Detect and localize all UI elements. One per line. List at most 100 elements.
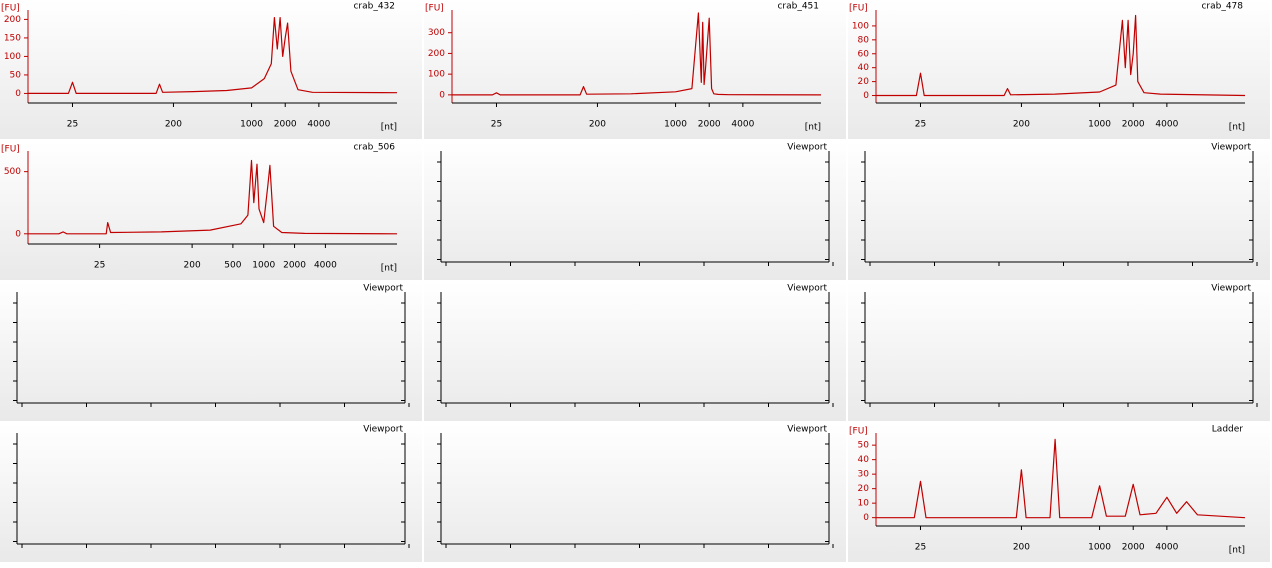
y-axis-label: [FU] [1, 145, 20, 155]
y-tick-label: 20 [858, 77, 870, 87]
panel: crab_506 [FU] [nt] 0 500 25 200 500 1000 2000 4000 [0, 141, 422, 280]
x-tick-label: 4000 [1155, 120, 1178, 130]
panel: Ladder [FU] [nt] 0 10 20 30 40 50 25 200 1000 2000 40… [848, 423, 1270, 562]
y-axis-label: [FU] [1, 4, 20, 14]
y-tick-label: 0 [15, 89, 21, 99]
x-tick-label: 200 [1013, 120, 1030, 130]
y-tick-label: 0 [439, 90, 445, 100]
y-tick-label: 100 [4, 52, 21, 62]
title: Viewport [363, 425, 403, 435]
y-tick-label: 100 [428, 70, 445, 80]
panel-background [0, 0, 422, 139]
y-tick-label: 80 [858, 35, 870, 45]
x-tick-label: 200 [184, 261, 201, 271]
x-axis-label: [nt] [381, 264, 397, 274]
x-tick-label: 25 [94, 261, 105, 271]
x-tick-label: 25 [915, 120, 926, 130]
panel-background [424, 423, 846, 562]
title: crab_478 [1201, 2, 1243, 12]
y-tick-label: 0 [863, 91, 869, 101]
title: Viewport [787, 143, 827, 153]
y-tick-label: 0 [15, 229, 21, 239]
panel: crab_432 [FU] [nt] 0 50 100 150 200 25 200 1000 200… [0, 0, 422, 139]
x-tick-label: 25 [67, 120, 78, 130]
panel: Viewport [848, 282, 1270, 421]
x-tick-label: 25 [491, 120, 502, 130]
panel-background [848, 423, 1270, 562]
panel-background [424, 0, 846, 139]
title: Viewport [1211, 284, 1251, 294]
x-tick-label: 1000 [252, 261, 275, 271]
x-tick-label: 2000 [1122, 120, 1145, 130]
y-axis-label: [FU] [849, 427, 868, 437]
x-tick-label: 200 [589, 120, 606, 130]
panel: Viewport [848, 141, 1270, 280]
y-tick-label: 200 [428, 49, 445, 59]
trace-line [876, 438, 1246, 519]
y-tick-label: 30 [858, 470, 870, 480]
y-tick-label: 500 [4, 167, 21, 177]
y-tick-label: 20 [858, 484, 870, 494]
title: Viewport [787, 425, 827, 435]
y-tick-label: 0 [863, 513, 869, 523]
y-axis-label: [FU] [425, 4, 444, 14]
panel-background [0, 282, 422, 421]
y-tick-label: 300 [428, 28, 445, 38]
panel-background [424, 141, 846, 280]
x-axis-label: [nt] [381, 123, 397, 133]
panel: Viewport [424, 141, 846, 280]
panel-background [424, 282, 846, 421]
y-axis-label: [FU] [849, 4, 868, 14]
y-tick-label: 200 [4, 15, 21, 25]
x-tick-label: 500 [224, 261, 241, 271]
title: crab_506 [353, 143, 395, 153]
x-axis-label: [nt] [1229, 546, 1245, 556]
panel: crab_451 [FU] [nt] 0 100 200 300 25 200 1000 2000 4… [424, 0, 846, 139]
panel: Viewport [0, 282, 422, 421]
y-tick-label: 150 [4, 33, 21, 43]
panel: Viewport [424, 423, 846, 562]
x-tick-label: 2000 [698, 120, 721, 130]
y-tick-label: 10 [858, 499, 870, 509]
x-axis-label: [nt] [1229, 123, 1245, 133]
panel: Viewport [0, 423, 422, 562]
title: Ladder [1212, 425, 1243, 435]
trace-line [28, 159, 398, 235]
x-tick-label: 2000 [274, 120, 297, 130]
x-tick-label: 4000 [314, 261, 337, 271]
trace-line [452, 12, 822, 96]
x-tick-label: 4000 [307, 120, 330, 130]
panel-background [848, 0, 1270, 139]
x-tick-label: 1000 [1088, 120, 1111, 130]
panel-background [848, 141, 1270, 280]
y-tick-label: 100 [852, 21, 869, 31]
x-tick-label: 200 [1013, 543, 1030, 553]
y-tick-label: 50 [10, 70, 22, 80]
trace-line [876, 14, 1246, 97]
title: Viewport [787, 284, 827, 294]
title: Viewport [363, 284, 403, 294]
y-tick-label: 50 [858, 441, 870, 451]
y-tick-label: 40 [858, 63, 870, 73]
trace-line [28, 17, 398, 94]
x-tick-label: 1000 [664, 120, 687, 130]
panel-background [848, 282, 1270, 421]
title: crab_432 [353, 2, 395, 12]
x-tick-label: 200 [165, 120, 182, 130]
x-tick-label: 1000 [240, 120, 263, 130]
title: crab_451 [777, 2, 819, 12]
x-tick-label: 2000 [283, 261, 306, 271]
x-axis-label: [nt] [805, 123, 821, 133]
x-tick-label: 2000 [1122, 543, 1145, 553]
panel-background [0, 141, 422, 280]
x-tick-label: 4000 [731, 120, 754, 130]
y-tick-label: 60 [858, 49, 870, 59]
panel: crab_478 [FU] [nt] 0 20 40 60 80 100 25 200 1000 200… [848, 0, 1270, 139]
panel: Viewport [424, 282, 846, 421]
title: Viewport [1211, 143, 1251, 153]
x-tick-label: 25 [915, 543, 926, 553]
x-tick-label: 4000 [1155, 543, 1178, 553]
x-tick-label: 1000 [1088, 543, 1111, 553]
y-tick-label: 40 [858, 455, 870, 465]
